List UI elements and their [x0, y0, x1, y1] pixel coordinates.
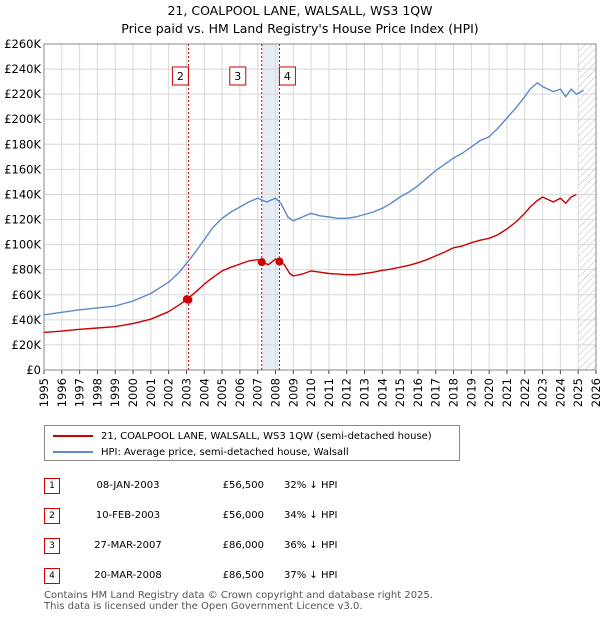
transaction-date: 20-MAR-2008 [94, 570, 162, 581]
series-line-hpi [43, 82, 584, 316]
x-tick-label: 1995 [37, 378, 51, 407]
table-row: 4 20-MAR-2008 £86,500 37% ↓ HPI [44, 568, 444, 586]
series-line-property [43, 193, 577, 334]
y-tick-label: £20K [12, 338, 42, 352]
x-tick-label: 2016 [411, 378, 425, 407]
transaction-date: 10-FEB-2003 [95, 510, 161, 521]
transaction-number: 2 [44, 508, 60, 524]
x-tick-label: 2022 [518, 378, 532, 407]
transaction-number: 4 [44, 568, 60, 584]
transaction-price: £56,000 [222, 510, 264, 521]
legend-swatch-blue [53, 451, 93, 453]
x-tick-label: 2011 [322, 378, 336, 407]
transaction-hpi: 36% ↓ HPI [284, 540, 338, 551]
y-tick-label: £80K [12, 263, 42, 277]
x-tick-label: 1996 [55, 378, 69, 407]
y-tick-label: £140K [4, 187, 41, 201]
x-tick-label: 2005 [215, 378, 229, 407]
transaction-point [257, 258, 266, 267]
x-tick-label: 2024 [553, 378, 567, 407]
legend-label-hpi: HPI: Average price, semi-detached house,… [101, 446, 349, 458]
x-tick-label: 2004 [197, 378, 211, 407]
legend-label-property: 21, COALPOOL LANE, WALSALL, WS3 1QW (sem… [101, 430, 432, 442]
y-tick-label: £0 [26, 363, 41, 377]
x-tick-label: 2006 [233, 378, 247, 407]
x-tick-label: 2021 [500, 378, 514, 407]
x-tick-label: 2026 [589, 378, 600, 407]
transaction-price: £86,500 [222, 570, 264, 581]
y-tick-label: £100K [4, 238, 41, 252]
x-tick-label: 2018 [447, 378, 461, 407]
chart-marker-box [229, 66, 247, 86]
x-tick-label: 2012 [340, 378, 354, 407]
y-tick-label: £160K [4, 162, 41, 176]
x-tick-label: 2000 [126, 378, 140, 407]
transaction-price: £56,500 [222, 480, 264, 491]
chart-marker-4: 4 [278, 66, 296, 86]
legend-item-property: 21, COALPOOL LANE, WALSALL, WS3 1QW (sem… [53, 429, 432, 443]
footer: Contains HM Land Registry data © Crown c… [44, 590, 433, 612]
x-tick-label: 2010 [304, 378, 318, 407]
transaction-number: 1 [44, 478, 60, 494]
table-row: 3 27-MAR-2007 £86,000 36% ↓ HPI [44, 538, 444, 556]
x-tick-label: 2002 [162, 378, 176, 407]
chart-marker-box [171, 66, 189, 86]
x-tick-label: 2017 [429, 378, 443, 407]
y-tick-label: £260K [4, 37, 41, 51]
y-tick-label: £40K [12, 313, 42, 327]
y-tick-label: £180K [4, 137, 41, 151]
chart-marker-label: 3 [234, 70, 241, 83]
x-tick-label: 2013 [358, 378, 372, 407]
forecast-region [578, 44, 596, 370]
transaction-date: 27-MAR-2007 [94, 540, 162, 551]
transaction-point [184, 295, 193, 304]
y-tick-label: £200K [4, 112, 41, 126]
transaction-hpi: 32% ↓ HPI [284, 480, 338, 491]
x-tick-label: 1997 [73, 378, 87, 407]
plot-area [44, 44, 596, 370]
x-tick-label: 2003 [179, 378, 193, 407]
footer-license: This data is licensed under the Open Gov… [44, 601, 363, 612]
transaction-number: 3 [44, 538, 60, 554]
x-tick-label: 2023 [536, 378, 550, 407]
x-tick-label: 1998 [90, 378, 104, 407]
chart-marker-label: 4 [284, 70, 291, 83]
x-tick-label: 2008 [268, 378, 282, 407]
y-tick-label: £60K [12, 288, 42, 302]
y-tick-label: £120K [4, 213, 41, 227]
price-chart: £0 £20K £40K £60K £80K £100K £120K £140K £160K £1… [4, 37, 600, 407]
transaction-price: £86,000 [222, 540, 264, 551]
transaction-point [275, 257, 284, 266]
table-row: 1 08-JAN-2003 £56,500 32% ↓ HPI [44, 478, 444, 496]
chart-title-line2: Price paid vs. HM Land Registry's House … [121, 21, 479, 36]
footer-copyright: Contains HM Land Registry data © Crown c… [44, 590, 433, 601]
legend-swatch-red [53, 435, 93, 437]
table-row: 2 10-FEB-2003 £56,000 34% ↓ HPI [44, 508, 444, 526]
x-tick-label: 2001 [144, 378, 158, 407]
shaded-band [261, 44, 280, 370]
chart-marker-2: 2 [171, 66, 189, 86]
transaction-date: 08-JAN-2003 [96, 480, 160, 491]
x-tick-label: 2015 [393, 378, 407, 407]
x-tick-label: 1999 [108, 378, 122, 407]
x-tick-label: 2020 [482, 378, 496, 407]
x-tick-label: 2007 [251, 378, 265, 407]
legend-item-hpi: HPI: Average price, semi-detached house,… [53, 445, 349, 459]
chart-marker-label: 2 [177, 70, 184, 83]
chart-marker-3: 3 [229, 66, 247, 86]
transaction-hpi: 37% ↓ HPI [284, 570, 338, 581]
chart-title: 21, COALPOOL LANE, WALSALL, WS3 1QW Pric… [0, 2, 600, 38]
chart-title-line1: 21, COALPOOL LANE, WALSALL, WS3 1QW [167, 3, 433, 18]
transaction-hpi: 34% ↓ HPI [284, 510, 338, 521]
x-tick-label: 2019 [464, 378, 478, 407]
x-tick-label: 2014 [375, 378, 389, 407]
chart-marker-box [278, 66, 296, 86]
chart-legend: 21, COALPOOL LANE, WALSALL, WS3 1QW (sem… [44, 425, 460, 461]
x-tick-label: 2009 [286, 378, 300, 407]
y-tick-label: £240K [4, 62, 41, 76]
plot-border [43, 43, 597, 371]
y-tick-label: £220K [4, 87, 41, 101]
x-tick-label: 2025 [571, 378, 585, 407]
